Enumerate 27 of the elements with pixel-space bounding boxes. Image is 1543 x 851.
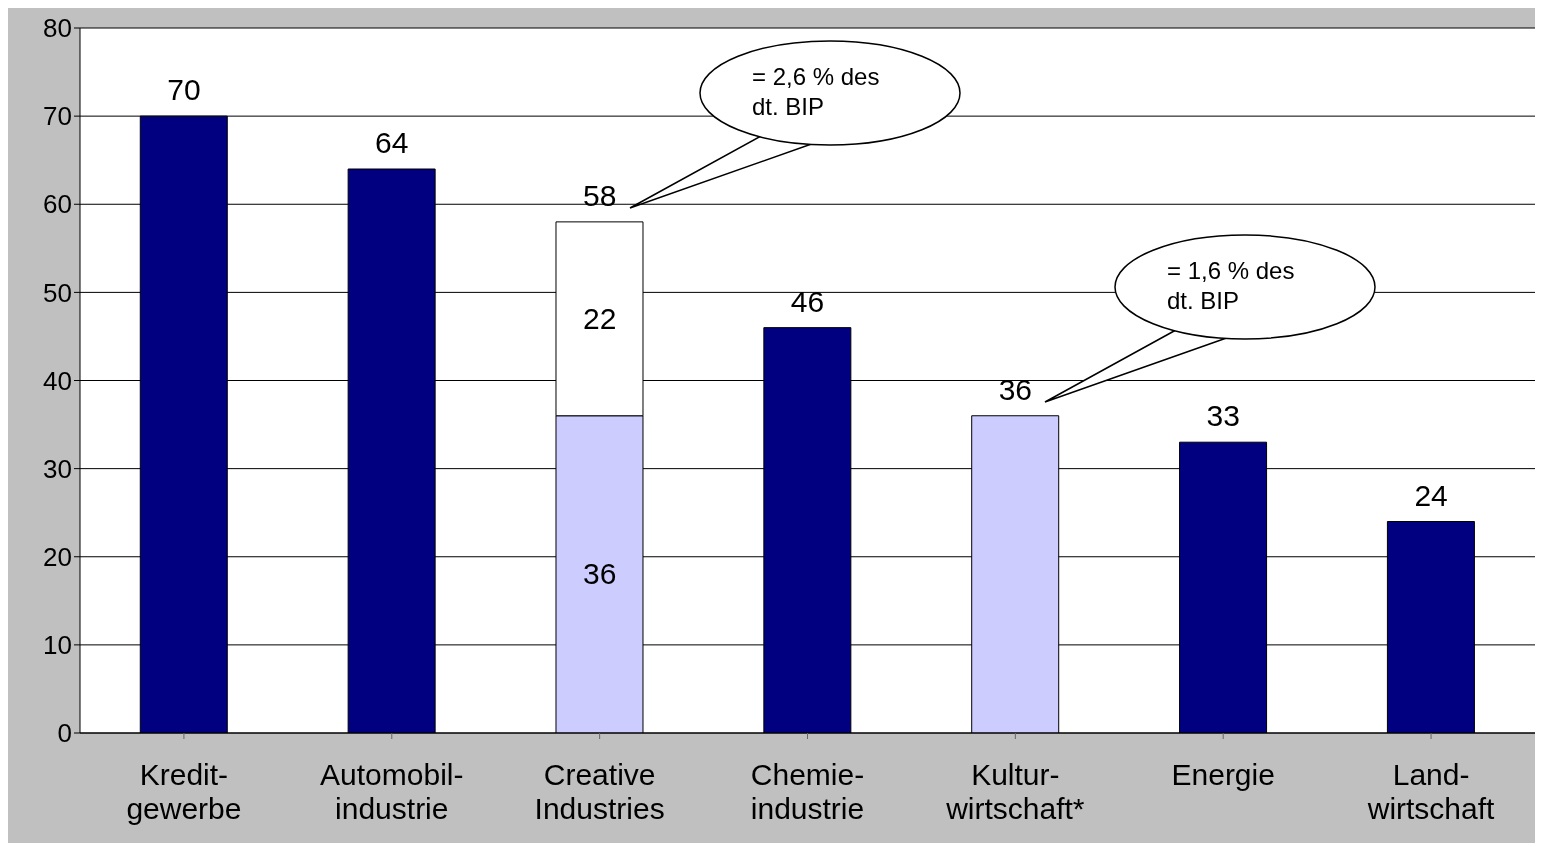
x-tick-label: Creative Industries: [534, 758, 665, 825]
y-tick-label: 0: [57, 718, 72, 749]
data-label: 22: [582, 301, 617, 335]
x-tick-label: Land- wirtschaft: [1366, 758, 1496, 825]
total-label: 46: [790, 284, 825, 318]
x-tick-label: Kultur- wirtschaft*: [945, 758, 1085, 825]
x-tick-label: Kredit- gewerbe: [126, 758, 242, 825]
annotation: = 1,6 % des dt. BIP: [1167, 257, 1295, 314]
total-label: 36: [998, 372, 1033, 406]
total-label: 24: [1414, 478, 1448, 512]
total-label: 70: [167, 73, 201, 107]
y-tick-label: 40: [43, 365, 72, 396]
annotation: = 2,6 % des dt. BIP: [752, 63, 880, 120]
y-tick-label: 80: [43, 13, 72, 44]
y-tick-label: 30: [43, 453, 72, 484]
total-label: 58: [582, 178, 617, 212]
total-label: 64: [375, 126, 409, 159]
x-tick-label: Chemie- industrie: [750, 758, 865, 825]
y-tick-label: 70: [43, 101, 72, 132]
x-tick-label: Automobil- industrie: [320, 758, 464, 825]
x-tick-label: Energie: [1171, 758, 1275, 791]
total-label: 33: [1206, 399, 1240, 433]
y-tick-label: 50: [43, 277, 72, 308]
y-tick-label: 10: [43, 630, 72, 661]
data-label: 36: [582, 557, 617, 591]
y-tick-label: 20: [43, 541, 72, 572]
y-tick-label: 60: [43, 189, 72, 220]
